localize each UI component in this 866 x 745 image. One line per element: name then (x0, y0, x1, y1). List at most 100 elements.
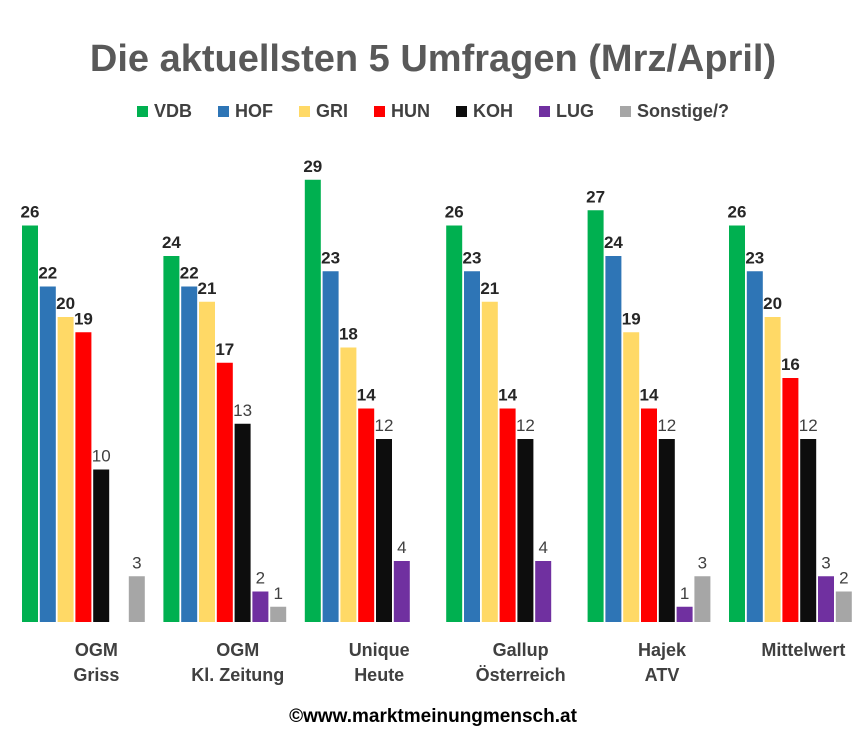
legend-item-gri: GRI (298, 99, 348, 123)
legend-item-vdb: VDB (136, 99, 192, 123)
bar-hof-3 (464, 271, 480, 622)
legend-item-sonstige: Sonstige/? (620, 99, 729, 123)
data-label: 3 (698, 553, 707, 572)
bar-hof-4 (605, 256, 622, 622)
category-label: Griss (73, 665, 119, 685)
data-label: 27 (586, 187, 605, 206)
data-label: 4 (538, 538, 547, 557)
data-label: 24 (604, 233, 623, 252)
data-label: 1 (680, 584, 689, 603)
data-label: 17 (215, 340, 234, 359)
legend-label: KOH (473, 100, 513, 121)
data-label: 26 (21, 203, 40, 222)
legend-label: HUN (391, 100, 430, 121)
data-label: 20 (763, 294, 782, 313)
bar-sonstige-0 (128, 576, 145, 622)
bar-hof-0 (39, 286, 56, 622)
data-label: 14 (357, 386, 376, 405)
legend-label: HOF (234, 100, 273, 121)
legend-swatch (456, 105, 467, 117)
bar-hof-2 (322, 271, 339, 622)
bar-sonstige-5 (835, 591, 852, 622)
data-label: 14 (640, 386, 659, 405)
bar-hun-3 (499, 408, 516, 622)
legend-item-koh: KOH (456, 99, 513, 123)
bar-vdb-3 (446, 225, 463, 622)
data-label: 22 (180, 264, 199, 283)
legend-swatch (298, 105, 310, 117)
data-label: 22 (38, 264, 57, 283)
bar-koh-4 (658, 439, 675, 622)
legend-swatch (217, 105, 229, 117)
data-label: 19 (74, 309, 93, 328)
bar-lug-4 (676, 606, 693, 622)
bar-vdb-1 (163, 256, 180, 622)
category-label: Gallup (493, 640, 549, 660)
legend-item-hof: HOF (217, 99, 273, 123)
data-label: 10 (92, 447, 111, 466)
legend-swatch (620, 105, 631, 117)
data-label: 4 (397, 538, 406, 557)
legend-swatch (374, 105, 385, 117)
category-label: Kl. Zeitung (191, 665, 284, 685)
category-label: Heute (354, 665, 404, 685)
data-label: 20 (56, 294, 75, 313)
data-label: 19 (622, 309, 641, 328)
data-label: 12 (375, 416, 394, 435)
legend: VDB HOF GRI HUN KOH LUG Sonstige/? (0, 99, 866, 123)
data-label: 23 (463, 248, 482, 267)
chart-title: Die aktuellsten 5 Umfragen (Mrz/April) (89, 38, 777, 80)
category-label: Österreich (476, 665, 566, 685)
legend-swatch (539, 105, 550, 117)
bar-hof-1 (181, 286, 198, 622)
bar-sonstige-1 (270, 606, 287, 622)
data-label: 16 (781, 355, 800, 374)
legend-item-hun: HUN (374, 99, 430, 123)
bar-koh-1 (234, 423, 251, 622)
data-label: 13 (233, 401, 252, 420)
data-label: 12 (516, 416, 535, 435)
bar-vdb-0 (22, 225, 38, 622)
data-label: 2 (256, 569, 265, 588)
bar-vdb-2 (304, 179, 321, 622)
category-label: ATV (645, 665, 680, 685)
legend-label: GRI (315, 100, 348, 121)
bar-gri-4 (623, 332, 640, 622)
data-label: 26 (728, 203, 747, 222)
data-label: 12 (799, 416, 818, 435)
bar-koh-2 (376, 439, 392, 622)
legend-label: LUG (556, 100, 594, 121)
data-label: 21 (480, 279, 499, 298)
bar-lug-1 (252, 591, 269, 622)
bar-hof-5 (746, 271, 763, 622)
bar-hun-4 (641, 408, 657, 622)
legend-item-lug: LUG (539, 99, 594, 123)
data-label: 23 (321, 248, 340, 267)
data-label: 26 (445, 203, 464, 222)
bar-gri-5 (764, 317, 781, 622)
data-label: 18 (339, 325, 358, 344)
data-label: 14 (498, 386, 517, 405)
footer-copyright: ©www.marktmeinungmensch.at (289, 706, 577, 727)
bar-vdb-5 (729, 225, 745, 622)
bar-vdb-4 (587, 210, 604, 622)
bar-koh-0 (93, 469, 110, 622)
legend-label: Sonstige/? (637, 100, 730, 121)
legend-swatch (136, 105, 148, 117)
data-label: 1 (273, 584, 282, 603)
category-label: Unique (349, 640, 410, 660)
bar-koh-5 (800, 439, 817, 622)
data-label: 12 (657, 416, 676, 435)
bar-hun-5 (782, 378, 799, 622)
bar-gri-0 (57, 317, 74, 622)
bar-hun-1 (216, 362, 233, 622)
bar-gri-3 (481, 301, 498, 622)
bar-gri-2 (340, 347, 357, 622)
data-label: 3 (132, 553, 141, 572)
bar-hun-2 (358, 408, 375, 622)
data-label: 23 (745, 248, 764, 267)
legend-label: VDB (153, 100, 192, 121)
data-label: 3 (821, 553, 830, 572)
bar-gri-1 (199, 301, 215, 622)
